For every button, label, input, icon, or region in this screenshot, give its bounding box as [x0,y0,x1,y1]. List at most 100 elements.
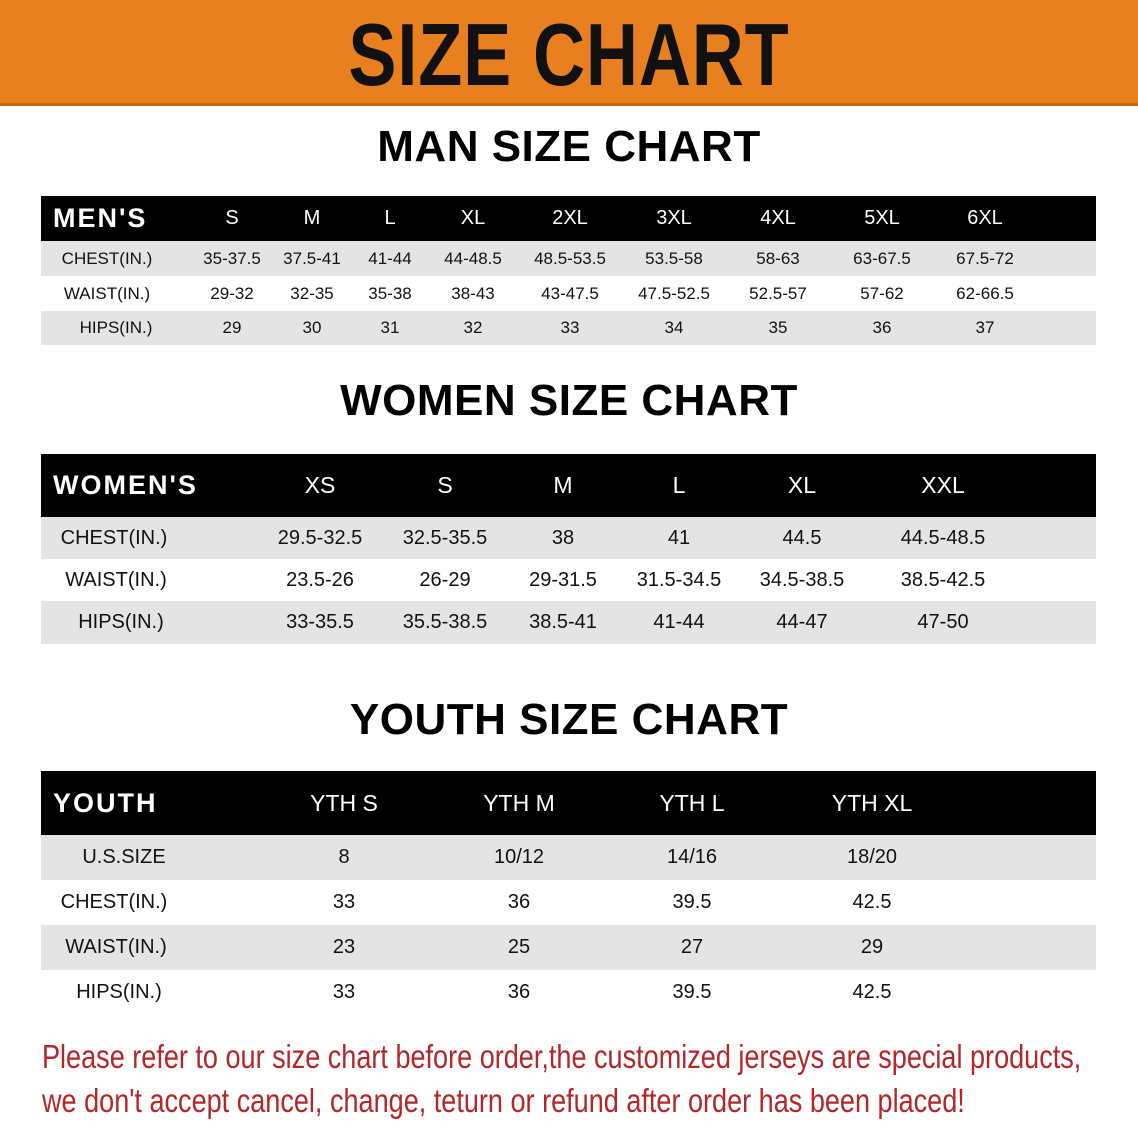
size-header-cell: S [225,207,239,229]
table-cell: 44.5-48.5 [900,526,986,549]
row-label: WAIST(IN.) [65,936,167,958]
table-cell: 36 [507,981,531,1003]
table-cell: 32.5-35.5 [402,526,488,549]
size-header-cell: L [384,207,396,229]
table-header-row: MEN'S S M L XL 2XL 3XL 4XL 5XL 6XL [41,196,1096,241]
table-cell: 10/12 [493,846,545,868]
table-cell: 39.5 [672,891,712,913]
table-cell: 41-44 [653,611,705,633]
size-header-cell: 4XL [760,207,796,229]
table-cell: 23.5-26 [286,568,354,591]
size-header-cell: L [672,472,686,498]
table-row: HIPS(IN.) 33 36 39.5 42.5 [41,970,1096,1015]
table-cell: 44.5 [782,526,822,549]
table-cell: 35-38 [368,283,412,303]
table-cell: 27 [680,936,704,958]
table-cell: 18/20 [846,846,898,868]
table-cell: 30 [302,318,322,337]
table-cell: 36 [872,318,892,337]
row-label: HIPS(IN.) [76,981,162,1003]
table-cell: 23 [332,936,356,958]
table-cell: 34 [664,318,684,337]
table-cell: 39.5 [672,981,712,1003]
table-cell: 41-44 [368,248,412,268]
women-section-title: WOMEN SIZE CHART [340,376,798,425]
table-cell: 53.5-58 [645,248,703,268]
table-cell: 37 [975,318,995,337]
table-row: HIPS(IN.) 33-35.5 35.5-38.5 38.5-41 41-44 44-… [41,601,1096,644]
table-cell: 41 [667,526,691,549]
row-label: CHEST(IN.) [60,891,168,913]
table-cell: 35-37.5 [203,248,261,268]
size-header-cell: XL [460,207,486,229]
table-cell: 42.5 [852,891,892,913]
notice-line-1: Please refer to our size chart before or… [42,1038,1082,1075]
header-category-label: YOUTH [53,787,158,818]
table-cell: 26-29 [419,568,471,591]
row-label: HIPS(IN.) [79,318,153,337]
table-row: CHEST(IN.) 29.5-32.5 32.5-35.5 38 41 44.5 44.5… [41,517,1096,559]
size-header-cell: 3XL [656,207,692,229]
table-cell: 35.5-38.5 [402,611,488,633]
size-header-cell: YTH S [310,789,378,816]
table-cell: 38.5-42.5 [900,568,986,591]
size-header-cell: M [553,472,573,498]
youth-section-title: YOUTH SIZE CHART [349,695,789,744]
size-header-cell: XS [304,472,336,498]
table-cell: 67.5-72 [956,248,1014,268]
table-header-row: YOUTH YTH S YTH M YTH L YTH XL [41,771,1096,835]
table-cell: 44-48.5 [444,248,502,268]
table-cell: 29 [222,318,242,337]
men-section-title: MAN SIZE CHART [377,122,761,171]
header-category-label: MEN'S [53,203,148,233]
size-header-cell: YTH M [483,789,555,816]
table-cell: 33-35.5 [286,611,354,633]
size-header-cell: M [303,207,321,229]
header-category-label: WOMEN'S [53,470,198,500]
row-label: WAIST(IN.) [63,283,151,303]
row-label: HIPS(IN.) [78,611,164,633]
table-header-row: WOMEN'S XS S M L XL XXL [41,454,1096,517]
table-cell: 47-50 [917,611,969,633]
size-header-cell: 5XL [864,207,900,229]
table-cell: 43-47.5 [541,283,599,303]
table-cell: 33 [560,318,580,337]
table-cell: 38 [551,526,575,549]
table-cell: 8 [338,846,350,868]
table-cell: 44-47 [776,611,828,633]
table-row: WAIST(IN.) 23.5-26 26-29 29-31.5 31.5-34.5 34… [41,559,1096,601]
table-cell: 42.5 [852,981,892,1003]
table-cell: 29 [860,936,884,958]
table-row: WAIST(IN.) 23 25 27 29 [41,925,1096,970]
row-label: WAIST(IN.) [65,568,167,591]
row-label: CHEST(IN.) [61,248,153,268]
table-cell: 48.5-53.5 [534,248,606,268]
table-cell: 35 [768,318,788,337]
table-cell: 29.5-32.5 [277,526,363,549]
table-cell: 63-67.5 [853,248,911,268]
row-label: CHEST(IN.) [60,526,168,549]
size-header-cell: 2XL [552,207,588,229]
banner-title: SIZE CHART [348,5,790,104]
table-cell: 36 [507,891,531,913]
table-cell: 52.5-57 [749,283,807,303]
size-header-cell: XL [787,472,817,498]
table-cell: 32 [463,318,483,337]
table-cell: 57-62 [860,283,904,303]
table-cell: 25 [507,936,531,958]
table-cell: 31.5-34.5 [636,568,722,591]
table-cell: 37.5-41 [283,248,341,268]
table-cell: 38-43 [451,283,495,303]
table-cell: 34.5-38.5 [759,568,845,591]
row-label: U.S.SIZE [82,846,166,868]
table-row: HIPS(IN.) 29 30 31 32 33 34 35 36 37 [41,311,1096,345]
banner: SIZE CHART [0,0,1138,106]
table-cell: 47.5-52.5 [638,283,710,303]
table-cell: 33 [332,981,356,1003]
table-row: CHEST(IN.) 33 36 39.5 42.5 [41,880,1096,925]
table-row: U.S.SIZE 8 10/12 14/16 18/20 [41,835,1096,880]
table-cell: 29-31.5 [529,568,597,591]
size-header-cell: YTH XL [831,789,913,816]
table-row: CHEST(IN.) 35-37.5 37.5-41 41-44 44-48.5 48.5… [41,241,1096,276]
table-row: WAIST(IN.) 29-32 32-35 35-38 38-43 43-47.5 47.… [41,276,1096,311]
